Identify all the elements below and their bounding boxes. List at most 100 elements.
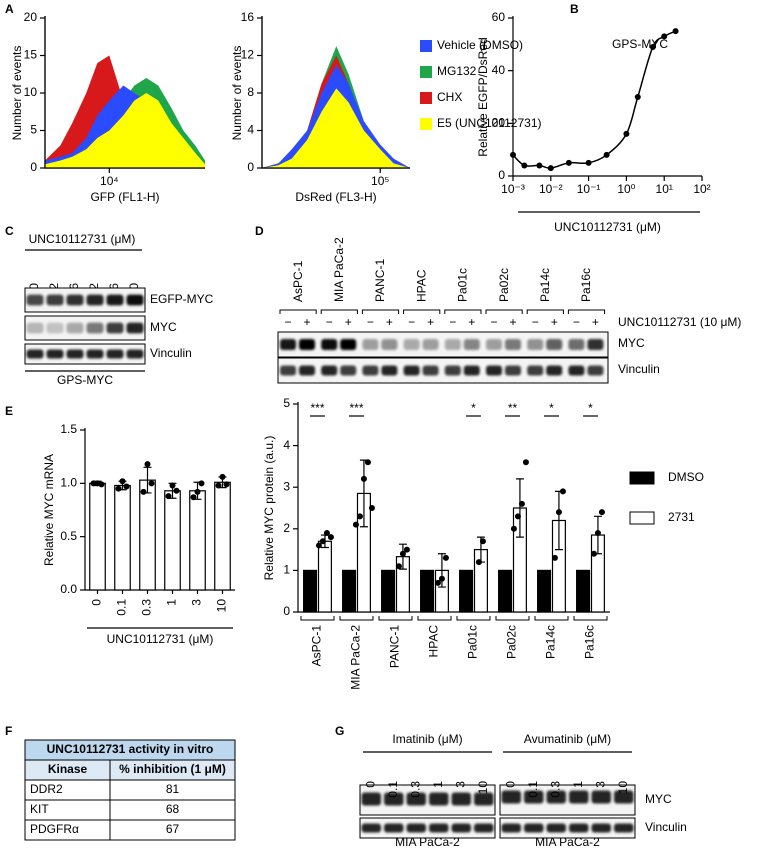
y-tick-label: 1 — [283, 563, 290, 577]
lane-label: 0 — [363, 781, 377, 788]
replicate-point — [364, 459, 371, 466]
cell-line-label: MIA PaCa-2 — [332, 237, 346, 302]
data-point — [510, 151, 516, 158]
treatment-label: UNC10112731 (10 μM) — [618, 315, 741, 329]
treatment-sign: + — [468, 315, 475, 329]
replicate-point — [194, 488, 201, 495]
replicate-point — [522, 459, 529, 466]
y-tick-label: 15 — [24, 48, 38, 62]
legend-swatch — [629, 471, 655, 485]
y-axis-label: Relative EGFP/DsRed — [476, 37, 490, 156]
blot-frame — [359, 784, 496, 816]
blot-band — [614, 823, 634, 833]
row-label: Vinculin — [645, 820, 687, 834]
blot-band — [568, 365, 585, 376]
row-label: MYC — [150, 320, 177, 334]
replicate-point — [442, 554, 449, 561]
x-tick-label: 10⁵ — [371, 174, 389, 188]
x-tick-label: 1 — [165, 599, 179, 606]
blot-band — [86, 349, 104, 359]
replicate-point — [123, 483, 130, 490]
y-tick-label: 0 — [247, 160, 254, 174]
blot-caption: GPS-MYC — [57, 373, 113, 387]
blot-frame — [499, 784, 636, 816]
legend-label: CHX — [437, 90, 462, 104]
replicate-point — [315, 542, 322, 549]
replicate-point — [327, 534, 334, 541]
y-tick-label: 10 — [24, 85, 38, 99]
replicate-point — [119, 478, 126, 485]
cell-line-label: Pa16c — [579, 268, 593, 302]
replicate-point — [173, 487, 180, 494]
y-tick-label: 5 — [30, 123, 37, 137]
data-point — [623, 130, 630, 137]
x-tick-label: 10⁻³ — [501, 182, 525, 196]
blot-band — [340, 339, 357, 350]
blot-band — [106, 322, 124, 334]
blot-band — [527, 365, 544, 376]
blot-band — [106, 294, 124, 306]
blot-band — [299, 339, 315, 350]
replicate-point — [223, 481, 230, 488]
blot-band — [505, 365, 521, 376]
panel-letter: A — [5, 2, 14, 16]
replicate-point — [559, 488, 566, 495]
y-tick-label: 1.5 — [60, 422, 77, 436]
blot-frame — [24, 287, 146, 313]
x-tick-label: 10⁰ — [617, 182, 635, 196]
replicate-point — [140, 488, 147, 495]
bar — [89, 482, 106, 591]
blot-frame — [499, 817, 636, 839]
x-tick-label: 10⁻² — [539, 182, 563, 196]
category-bracket — [417, 616, 452, 621]
lane-label: 6 — [107, 283, 121, 290]
x-tick-label: 0 — [90, 599, 104, 606]
blot-band — [546, 339, 563, 350]
blot-band — [429, 792, 449, 806]
cell-line-label: Pa02c — [497, 268, 511, 302]
blot-band — [26, 322, 44, 334]
blot-band — [524, 790, 544, 804]
fit-line — [512, 30, 676, 169]
x-tick-label: 10² — [693, 182, 710, 196]
blot-band — [66, 294, 84, 306]
y-tick-label: 40 — [492, 63, 506, 77]
data-point — [672, 28, 679, 35]
replicate-point — [479, 538, 486, 545]
blot-band — [614, 790, 634, 804]
treatment-sign: + — [551, 315, 558, 329]
y-axis-label: Relative MYC mRNA — [42, 454, 56, 566]
table-cell — [109, 819, 236, 841]
blot-band — [66, 349, 84, 359]
panel-letter: F — [5, 724, 12, 738]
treatment-sign: − — [326, 315, 333, 329]
treatment-sign: + — [592, 315, 599, 329]
panel-letter: E — [5, 404, 13, 418]
legend-swatch — [420, 92, 432, 104]
y-tick-label: 8 — [247, 85, 254, 99]
replicate-point — [475, 559, 482, 566]
y-tick-label: 4 — [247, 123, 254, 137]
x-tick-label: 10⁴ — [100, 174, 119, 188]
table-text: 68 — [166, 802, 180, 816]
legend-swatch — [629, 511, 655, 525]
blot-band — [422, 339, 439, 350]
replicate-point — [555, 509, 562, 516]
x-tick-label: 10⁻¹ — [577, 182, 601, 196]
blot-header: UNC10112731 (μM) — [29, 232, 136, 246]
treatment-sign: + — [386, 315, 393, 329]
treatment-sign: + — [509, 315, 516, 329]
category-bracket — [573, 616, 608, 621]
treatment-sign: + — [303, 315, 310, 329]
treatment-sign: − — [449, 315, 456, 329]
blot-band — [126, 294, 144, 306]
blot-band — [546, 790, 566, 804]
replicate-point — [590, 550, 597, 557]
x-tick-label: 0.3 — [140, 599, 154, 616]
blot-band — [384, 823, 404, 833]
bar — [576, 569, 591, 613]
table-title: UNC10112731 activity in vitro — [47, 742, 214, 756]
cell-line-label: HPAC — [414, 269, 428, 302]
blot-frame — [359, 817, 496, 839]
replicate-point — [395, 563, 402, 570]
